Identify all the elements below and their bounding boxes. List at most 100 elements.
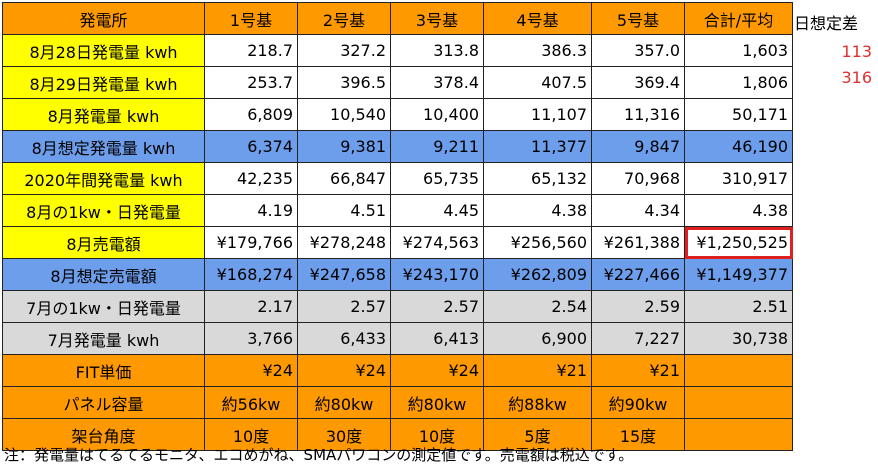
cell-unit-1: 42,235 bbox=[204, 162, 298, 195]
cell-total bbox=[684, 418, 793, 451]
cell-total bbox=[684, 386, 793, 419]
cell-unit-1: 3,766 bbox=[204, 322, 298, 355]
table-row: 8月売電額 ¥179,766 ¥278,248 ¥274,563 ¥256,56… bbox=[2, 226, 793, 259]
cell-unit-4: 4.38 bbox=[483, 194, 592, 227]
row-label: 架台角度 bbox=[2, 418, 205, 451]
cell-unit-3: 9,211 bbox=[390, 130, 484, 163]
cell-unit-4: 6,900 bbox=[483, 322, 592, 355]
cell-unit-2: 9,381 bbox=[297, 130, 391, 163]
cell-unit-5: 369.4 bbox=[591, 66, 685, 99]
cell-unit-1: 4.19 bbox=[204, 194, 298, 227]
row-label: パネル容量 bbox=[2, 386, 205, 419]
row-label: 8月29日発電量 kwh bbox=[2, 66, 205, 99]
row-label: 8月の1kw・日発電量 bbox=[2, 194, 205, 227]
row-label: 8月想定売電額 bbox=[2, 258, 205, 291]
daily-diff-value: 113 bbox=[841, 42, 872, 61]
cell-unit-4: 407.5 bbox=[483, 66, 592, 99]
row-label: 8月発電量 kwh bbox=[2, 98, 205, 131]
cell-unit-4: 11,107 bbox=[483, 98, 592, 131]
cell-total: 4.38 bbox=[684, 194, 793, 227]
cell-unit-5: 約90kw bbox=[591, 386, 685, 419]
cell-unit-5: 2.59 bbox=[591, 290, 685, 323]
cell-unit-2: 6,433 bbox=[297, 322, 391, 355]
cell-unit-5: 9,847 bbox=[591, 130, 685, 163]
header-plant: 発電所 bbox=[2, 2, 205, 35]
header-unit-3: 3号基 bbox=[390, 2, 484, 35]
cell-unit-3: 65,735 bbox=[390, 162, 484, 195]
cell-unit-2: ¥24 bbox=[297, 354, 391, 387]
cell-unit-2: ¥278,248 bbox=[297, 226, 391, 259]
header-unit-1: 1号基 bbox=[204, 2, 298, 35]
cell-unit-3: ¥243,170 bbox=[390, 258, 484, 291]
cell-unit-2: 66,847 bbox=[297, 162, 391, 195]
cell-unit-3: 313.8 bbox=[390, 34, 484, 67]
cell-unit-4: ¥21 bbox=[483, 354, 592, 387]
cell-unit-1: ¥179,766 bbox=[204, 226, 298, 259]
cell-total: 50,171 bbox=[684, 98, 793, 131]
cell-unit-5: ¥21 bbox=[591, 354, 685, 387]
table-row: 8月の1kw・日発電量 4.19 4.51 4.45 4.38 4.34 4.3… bbox=[2, 194, 793, 227]
cell-unit-4: 2.54 bbox=[483, 290, 592, 323]
cell-total: 30,738 bbox=[684, 322, 793, 355]
daily-diff-title: 日想定差 bbox=[794, 14, 859, 33]
cell-unit-5: 7,227 bbox=[591, 322, 685, 355]
cell-unit-2: 2.57 bbox=[297, 290, 391, 323]
cell-unit-5: 4.34 bbox=[591, 194, 685, 227]
cell-total bbox=[684, 354, 793, 387]
cell-unit-1: ¥168,274 bbox=[204, 258, 298, 291]
cell-unit-2: 約80kw bbox=[297, 386, 391, 419]
cell-unit-3: 6,413 bbox=[390, 322, 484, 355]
cell-total: 2.51 bbox=[684, 290, 793, 323]
table-row: 8月想定発電量 kwh 6,374 9,381 9,211 11,377 9,8… bbox=[2, 130, 793, 163]
cell-unit-1: 6,374 bbox=[204, 130, 298, 163]
table-row: 7月発電量 kwh 3,766 6,433 6,413 6,900 7,227 … bbox=[2, 322, 793, 355]
cell-unit-4: 386.3 bbox=[483, 34, 592, 67]
cell-unit-5: ¥261,388 bbox=[591, 226, 685, 259]
cell-unit-4: 5度 bbox=[483, 418, 592, 451]
cell-unit-3: 4.45 bbox=[390, 194, 484, 227]
table-row: パネル容量 約56kw 約80kw 約80kw 約88kw 約90kw bbox=[2, 386, 793, 419]
row-label: 7月の1kw・日発電量 bbox=[2, 290, 205, 323]
cell-unit-1: 約56kw bbox=[204, 386, 298, 419]
cell-unit-2: 396.5 bbox=[297, 66, 391, 99]
row-label: 7月発電量 kwh bbox=[2, 322, 205, 355]
cell-unit-5: 70,968 bbox=[591, 162, 685, 195]
cell-unit-2: 10,540 bbox=[297, 98, 391, 131]
power-generation-table: 発電所 1号基 2号基 3号基 4号基 5号基 合計/平均 8月28日発電量 k… bbox=[2, 2, 793, 451]
header-unit-4: 4号基 bbox=[483, 2, 592, 35]
cell-unit-2: 4.51 bbox=[297, 194, 391, 227]
footnote: 注：発電量はてるてるモニタ、エコめがね、SMAパワコンの測定値です。売電額は税込… bbox=[4, 446, 634, 464]
daily-diff-value: 316 bbox=[841, 68, 872, 87]
table-row: 8月29日発電量 kwh 253.7 396.5 378.4 407.5 369… bbox=[2, 66, 793, 99]
cell-unit-5: 15度 bbox=[591, 418, 685, 451]
cell-unit-2: 30度 bbox=[297, 418, 391, 451]
cell-unit-5: ¥227,466 bbox=[591, 258, 685, 291]
cell-unit-4: 65,132 bbox=[483, 162, 592, 195]
cell-unit-3: ¥274,563 bbox=[390, 226, 484, 259]
row-label: 8月想定発電量 kwh bbox=[2, 130, 205, 163]
row-label: FIT単価 bbox=[2, 354, 205, 387]
cell-unit-1: 253.7 bbox=[204, 66, 298, 99]
cell-unit-3: 2.57 bbox=[390, 290, 484, 323]
cell-unit-1: 218.7 bbox=[204, 34, 298, 67]
row-label: 8月売電額 bbox=[2, 226, 205, 259]
cell-total: 310,917 bbox=[684, 162, 793, 195]
cell-unit-4: ¥256,560 bbox=[483, 226, 592, 259]
header-unit-2: 2号基 bbox=[297, 2, 391, 35]
header-row: 発電所 1号基 2号基 3号基 4号基 5号基 合計/平均 bbox=[2, 2, 793, 35]
cell-unit-4: 11,377 bbox=[483, 130, 592, 163]
table-row: 7月の1kw・日発電量 2.17 2.57 2.57 2.54 2.59 2.5… bbox=[2, 290, 793, 323]
table-row: 架台角度 10度 30度 10度 5度 15度 bbox=[2, 418, 793, 451]
table-row: 8月発電量 kwh 6,809 10,540 10,400 11,107 11,… bbox=[2, 98, 793, 131]
cell-unit-3: 約80kw bbox=[390, 386, 484, 419]
cell-unit-4: 約88kw bbox=[483, 386, 592, 419]
table-row: 8月想定売電額 ¥168,274 ¥247,658 ¥243,170 ¥262,… bbox=[2, 258, 793, 291]
cell-total-highlighted: ¥1,250,525 bbox=[684, 226, 793, 259]
row-label: 2020年間発電量 kwh bbox=[2, 162, 205, 195]
cell-unit-2: ¥247,658 bbox=[297, 258, 391, 291]
cell-unit-3: 10度 bbox=[390, 418, 484, 451]
cell-unit-1: 6,809 bbox=[204, 98, 298, 131]
cell-total: 1,806 bbox=[684, 66, 793, 99]
cell-total: 1,603 bbox=[684, 34, 793, 67]
cell-total: ¥1,149,377 bbox=[684, 258, 793, 291]
